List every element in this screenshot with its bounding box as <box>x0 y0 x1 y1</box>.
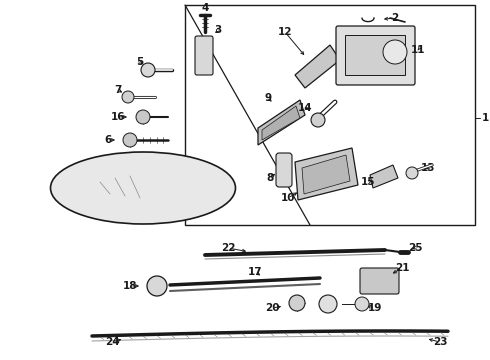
Circle shape <box>123 133 137 147</box>
Text: 22: 22 <box>221 243 235 253</box>
Polygon shape <box>262 106 300 140</box>
Text: 4: 4 <box>201 3 209 13</box>
Text: 15: 15 <box>361 177 375 187</box>
Text: 6: 6 <box>104 135 112 145</box>
Text: 7: 7 <box>114 85 122 95</box>
Circle shape <box>136 110 150 124</box>
Text: 19: 19 <box>368 303 382 313</box>
Circle shape <box>147 276 167 296</box>
Text: 18: 18 <box>123 281 137 291</box>
Circle shape <box>383 40 407 64</box>
Text: 17: 17 <box>247 267 262 277</box>
Bar <box>185 5 475 225</box>
Text: 14: 14 <box>298 103 312 113</box>
Polygon shape <box>295 148 358 200</box>
Text: 11: 11 <box>411 45 425 55</box>
Circle shape <box>141 63 155 77</box>
Circle shape <box>122 91 134 103</box>
Text: 10: 10 <box>281 193 295 203</box>
FancyBboxPatch shape <box>195 36 213 75</box>
FancyBboxPatch shape <box>360 268 399 294</box>
Polygon shape <box>258 100 305 145</box>
FancyBboxPatch shape <box>336 26 415 85</box>
Polygon shape <box>302 155 350 194</box>
Text: 13: 13 <box>421 163 435 173</box>
Text: 5: 5 <box>136 57 144 67</box>
Text: 2: 2 <box>392 13 399 23</box>
Text: 9: 9 <box>265 93 271 103</box>
FancyBboxPatch shape <box>276 153 292 187</box>
Text: 20: 20 <box>265 303 279 313</box>
Circle shape <box>289 295 305 311</box>
Text: 24: 24 <box>105 337 119 347</box>
Text: 21: 21 <box>395 263 409 273</box>
Polygon shape <box>295 45 340 88</box>
Text: 1: 1 <box>482 113 489 123</box>
Text: 25: 25 <box>408 243 422 253</box>
Bar <box>345 35 405 75</box>
Text: 23: 23 <box>433 337 447 347</box>
Circle shape <box>406 167 418 179</box>
Ellipse shape <box>50 152 236 224</box>
Text: 12: 12 <box>278 27 292 37</box>
Text: 8: 8 <box>267 173 273 183</box>
Circle shape <box>319 295 337 313</box>
Text: 16: 16 <box>111 112 125 122</box>
Circle shape <box>355 297 369 311</box>
Text: 3: 3 <box>215 25 221 35</box>
Polygon shape <box>370 165 398 188</box>
Circle shape <box>311 113 325 127</box>
